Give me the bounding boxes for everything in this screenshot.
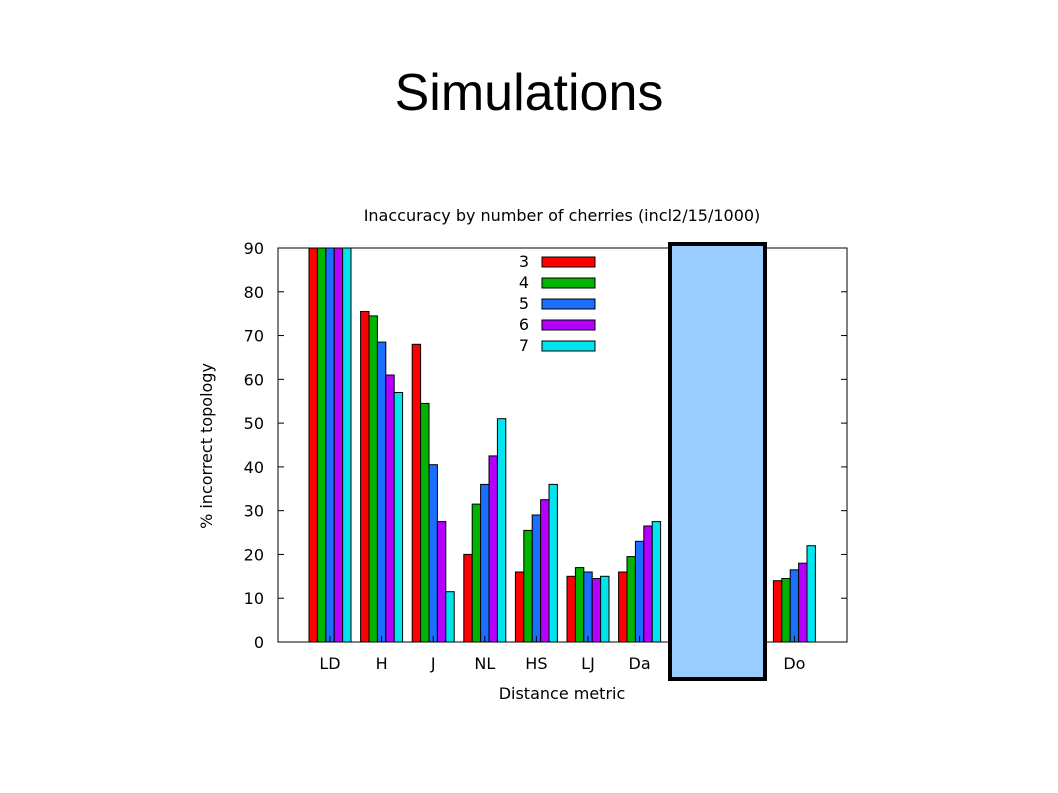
bar-H-series-5 <box>376 341 387 643</box>
y-tick-label: 0 <box>254 633 264 652</box>
bar-H-series-6 <box>385 374 395 643</box>
bar-LD-series-3 <box>308 247 318 643</box>
bar-Do-series-6 <box>798 562 808 643</box>
bar-H-series-7 <box>393 392 404 643</box>
bar-Do-series-4 <box>781 578 791 643</box>
redaction-box <box>668 242 767 681</box>
bar-LJ-series-3 <box>566 575 576 643</box>
bar-LD-series-6 <box>333 247 344 643</box>
legend: 3 4 5 6 7 <box>519 252 596 355</box>
legend-label-3: 3 <box>519 252 529 271</box>
bar-NL-series-3 <box>463 553 473 643</box>
x-tick-label-H: H <box>376 654 388 673</box>
bar-Da-series-6 <box>643 525 653 643</box>
legend-swatch-4 <box>541 277 596 289</box>
bar-HS-series-7 <box>548 483 558 643</box>
bar-J-series-7 <box>445 591 455 643</box>
y-tick-label: 60 <box>244 370 264 389</box>
legend-swatch-5 <box>541 298 596 310</box>
x-tick-label-LD: LD <box>319 654 340 673</box>
legend-swatch-6 <box>541 319 596 331</box>
y-tick-label: 70 <box>244 327 264 346</box>
bar-Do-series-5 <box>789 569 800 643</box>
bar-H-series-3 <box>360 311 370 643</box>
slide-title: Simulations <box>394 64 664 122</box>
bar-HS-series-6 <box>540 499 550 643</box>
legend-label-5: 5 <box>519 294 529 313</box>
x-tick-label-Do: Do <box>783 654 805 673</box>
bar-LD-series-7 <box>342 247 352 643</box>
bar-J-series-4 <box>420 402 430 643</box>
legend-label-7: 7 <box>519 336 529 355</box>
bar-NL-series-4 <box>471 503 482 643</box>
bar-HS-series-3 <box>514 571 525 643</box>
legend-label-6: 6 <box>519 315 529 334</box>
chart-title: Inaccuracy by number of cherries (incl2/… <box>364 206 761 225</box>
bar-J-series-5 <box>428 464 438 643</box>
bar-LD-series-4 <box>316 247 327 643</box>
bar-LJ-series-6 <box>591 578 602 643</box>
bar-J-series-3 <box>411 343 422 643</box>
bar-Do-series-3 <box>772 580 783 643</box>
bar-NL-series-6 <box>488 455 498 643</box>
x-tick-label-J: J <box>430 654 436 673</box>
bar-HS-series-5 <box>531 514 542 643</box>
bar-J-series-6 <box>436 521 447 643</box>
bar-HS-series-4 <box>523 529 533 643</box>
bar-NL-series-5 <box>480 483 490 643</box>
y-tick-label: 90 <box>244 239 264 258</box>
x-tick-label-LJ: LJ <box>581 654 595 673</box>
x-tick-label-HS: HS <box>525 654 547 673</box>
bar-LJ-series-7 <box>600 575 610 643</box>
plot-frame <box>277 247 848 643</box>
y-tick-label: 40 <box>244 458 264 477</box>
legend-label-4: 4 <box>519 273 529 292</box>
y-tick-label: 20 <box>244 545 264 564</box>
bar-Da-series-4 <box>626 556 636 643</box>
bar-Da-series-3 <box>618 571 628 643</box>
legend-swatch-7 <box>541 340 596 352</box>
y-tick-label: 10 <box>244 589 264 608</box>
bar-LJ-series-5 <box>583 571 593 643</box>
legend-swatch-3 <box>541 256 596 268</box>
bar-H-series-4 <box>368 315 378 643</box>
y-axis-label: % incorrect topology <box>197 363 216 529</box>
bar-Da-series-5 <box>634 540 645 643</box>
bar-NL-series-7 <box>496 418 507 643</box>
axes-layer: 0 10 20 30 40 50 60 70 80 90 LD H J NL HS LJ Da Do <box>244 239 847 673</box>
bar-Da-series-7 <box>651 521 662 643</box>
x-tick-label-Da: Da <box>629 654 651 673</box>
bar-LJ-series-4 <box>574 567 585 643</box>
x-axis-label: Distance metric <box>499 684 626 703</box>
y-tick-label: 80 <box>244 283 264 302</box>
y-tick-label: 50 <box>244 414 264 433</box>
bar-Do-series-7 <box>806 545 816 643</box>
bar-LD-series-5 <box>325 247 335 643</box>
x-tick-label-NL: NL <box>474 654 495 673</box>
y-tick-label: 30 <box>244 502 264 521</box>
